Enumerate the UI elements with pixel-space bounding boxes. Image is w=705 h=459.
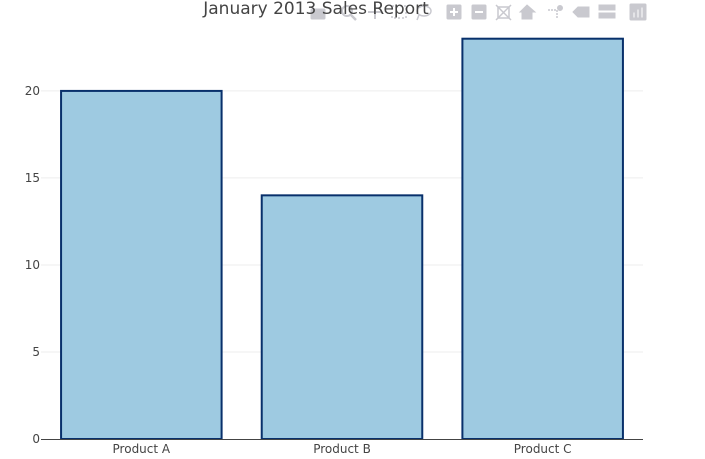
x-tick-label: Product A <box>113 442 171 456</box>
x-axis-ticks: Product A Product B Product C <box>113 442 572 456</box>
y-tick-label: 20 <box>25 84 40 98</box>
lasso-select-icon[interactable] <box>416 5 432 21</box>
hover-compare-icon[interactable] <box>598 4 616 19</box>
bar-product-a[interactable] <box>60 89 223 441</box>
zoom-icon[interactable] <box>341 5 357 21</box>
y-tick-label: 10 <box>25 258 40 272</box>
x-tick-label: Product C <box>514 442 572 456</box>
pan-icon[interactable] <box>368 5 382 19</box>
x-tick-label: Product B <box>313 442 371 456</box>
autoscale-icon[interactable] <box>495 4 512 21</box>
y-tick-label: 5 <box>32 345 40 359</box>
bars <box>60 37 624 441</box>
box-select-icon[interactable] <box>391 5 407 19</box>
camera-icon[interactable] <box>310 8 326 20</box>
zoom-in-icon[interactable] <box>446 4 462 20</box>
modebar <box>310 3 647 21</box>
chart-title: January 2013 Sales Report <box>202 0 429 19</box>
plotly-logo-icon[interactable] <box>629 3 647 21</box>
y-tick-label: 15 <box>25 171 40 185</box>
hover-closest-icon[interactable] <box>572 6 590 18</box>
bar-product-b[interactable] <box>260 194 424 440</box>
y-axis-ticks: 0 5 10 15 20 <box>25 84 40 446</box>
spike-lines-icon[interactable] <box>548 5 563 20</box>
reset-axes-icon[interactable] <box>518 4 537 20</box>
bar-product-c[interactable] <box>461 37 624 441</box>
y-tick-label: 0 <box>32 432 40 446</box>
zoom-out-icon[interactable] <box>471 4 487 20</box>
